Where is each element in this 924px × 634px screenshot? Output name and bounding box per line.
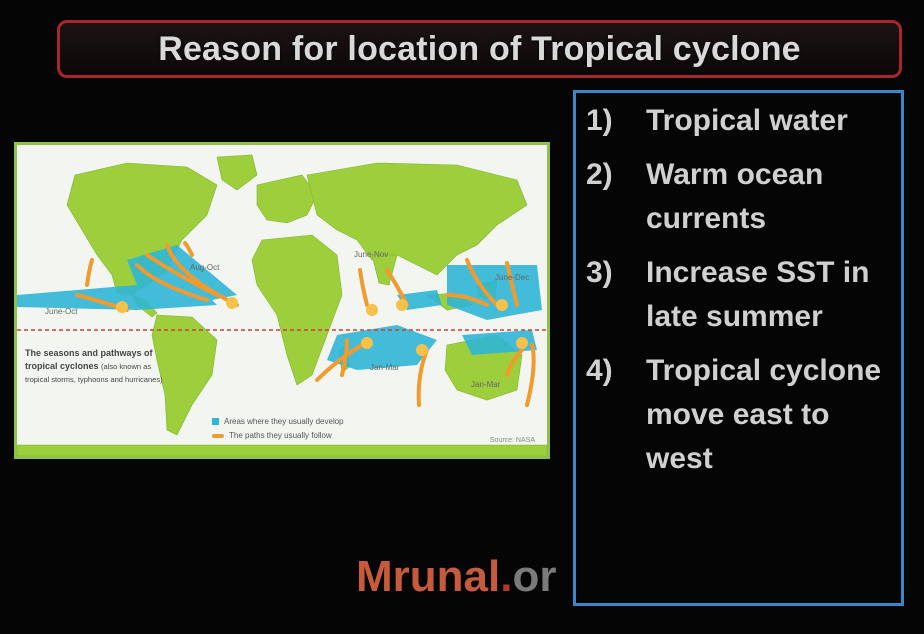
reason-item-3: 3) Increase SST in late summer xyxy=(586,251,896,339)
reason-number: 4) xyxy=(586,354,613,387)
brand-part-2: . xyxy=(500,552,513,601)
brand-part-3: or xyxy=(512,552,557,601)
reason-number: 1) xyxy=(586,104,613,137)
blue-square-icon xyxy=(212,418,219,425)
season-label-aug-oct: Aug-Oct xyxy=(190,263,220,272)
season-label-june-dec: June-Dec xyxy=(495,273,530,282)
brand-watermark: Mrunal.or xyxy=(356,552,556,602)
season-label-jan-mar-a: Jan-Mar xyxy=(370,363,400,372)
season-label-jan-mar-b: Jan-Mar xyxy=(471,380,501,389)
reason-item-4: 4) Tropical cyclone move east to west xyxy=(586,349,896,481)
legend-item-paths: The paths they usually follow xyxy=(212,431,332,440)
map-caption-bold: The seasons and pathways of tropical cyc… xyxy=(25,348,153,371)
reasons-list-box: 1) Tropical water 2) Warm ocean currents… xyxy=(573,90,904,606)
reason-number: 3) xyxy=(586,256,613,289)
title-banner: Reason for location of Tropical cyclone xyxy=(57,20,902,78)
legend-label-development: Areas where they usually develop xyxy=(224,417,344,426)
slide-title: Reason for location of Tropical cyclone xyxy=(158,29,801,68)
legend-label-paths: The paths they usually follow xyxy=(229,431,332,440)
map-caption: The seasons and pathways of tropical cyc… xyxy=(25,347,175,386)
reason-number: 2) xyxy=(586,158,613,191)
season-label-june-nov: June-Nov xyxy=(354,250,389,259)
world-map-graphic xyxy=(17,154,547,456)
reason-item-2: 2) Warm ocean currents xyxy=(586,153,896,241)
world-map-figure: Aug-Oct June-Oct June-Nov June-Dec Jan-M… xyxy=(14,142,550,459)
map-source: Source: NASA xyxy=(489,437,535,444)
reason-text: Warm ocean currents xyxy=(646,158,824,235)
reason-item-1: 1) Tropical water xyxy=(586,99,896,143)
map-caption-small: (also known as tropical storms, typhoons… xyxy=(25,362,163,384)
legend-item-development: Areas where they usually develop xyxy=(212,417,344,426)
orange-arrow-icon xyxy=(212,433,224,438)
brand-part-1: Mrunal xyxy=(356,552,501,601)
reason-text: Tropical cyclone move east to west xyxy=(646,354,882,475)
reason-text: Increase SST in late summer xyxy=(646,256,870,333)
season-label-june-oct: June-Oct xyxy=(45,307,78,316)
reason-text: Tropical water xyxy=(646,104,848,137)
